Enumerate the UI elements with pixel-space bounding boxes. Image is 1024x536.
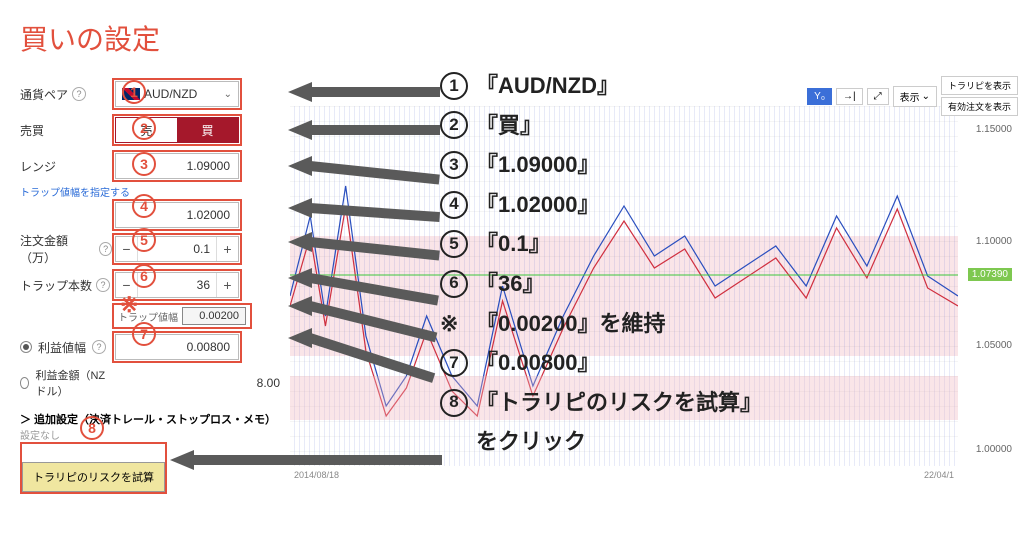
row-pair: 通貨ペア ? AUD/NZD ⌄ xyxy=(20,76,280,112)
label-amount-text: 注文金額（万） xyxy=(20,232,95,266)
buy-button[interactable]: 買 xyxy=(177,118,238,142)
label-profit-amount-text: 利益金額（NZドル） xyxy=(35,367,112,399)
y-tick: 1.00000 xyxy=(976,444,1012,455)
instruction-row: 6 『36』 xyxy=(440,264,762,304)
instruction-row: 1 『AUD/NZD』 xyxy=(440,66,762,106)
instruction-num: 3 xyxy=(440,151,468,179)
label-pair: 通貨ペア ? xyxy=(20,86,112,103)
display-label: 表示 xyxy=(900,89,920,104)
instruction-num: 4 xyxy=(440,191,468,219)
instruction-text: 『36』 xyxy=(476,264,544,304)
current-price-label: 1.07390 xyxy=(968,268,1012,281)
instruction-row: ※『0.00200』を維持 xyxy=(440,304,762,344)
instruction-text: 『1.09000』 xyxy=(476,145,600,185)
toolbar-button[interactable]: Y₀ xyxy=(807,88,832,105)
plus-button[interactable]: + xyxy=(216,273,238,297)
info-icon[interactable]: ? xyxy=(96,278,110,292)
instruction-num: 6 xyxy=(440,270,468,298)
label-pair-text: 通貨ペア xyxy=(20,86,68,103)
instruction-row: 3 『1.09000』 xyxy=(440,145,762,185)
label-profit-amount: 利益金額（NZドル） xyxy=(20,367,112,399)
instruction-asterisk: ※ xyxy=(440,304,468,344)
label-side: 売買 xyxy=(20,122,112,139)
instruction-text: をクリック xyxy=(476,422,586,462)
instruction-row: 7 『0.00800』 xyxy=(440,343,762,383)
label-amount: 注文金額（万） ? xyxy=(20,232,112,266)
y-axis: 1.15000 1.10000 1.05000 1.00000 xyxy=(960,76,1012,476)
row-profit-amount: 利益金額（NZドル） 8.00 xyxy=(20,365,280,401)
annotation-circle-2: 2 xyxy=(132,116,156,140)
instruction-row: をクリック xyxy=(440,422,762,462)
label-traps: トラップ本数 ? xyxy=(20,277,112,294)
annotation-circle-8: 8 xyxy=(80,416,104,440)
add-settings-sub: 設定なし xyxy=(20,427,280,442)
chart-toolbar: Y₀ →| ⤢ 表示⌄ トラリピを表示 有効注文を表示 xyxy=(807,76,1018,116)
chevron-down-icon: ⌄ xyxy=(922,91,930,102)
annotation-circle-3: 3 xyxy=(132,152,156,176)
instruction-text: 『0.1』 xyxy=(476,224,551,264)
instruction-row: 2 『買』 xyxy=(440,106,762,146)
page-title: 買いの設定 xyxy=(20,18,160,58)
y-tick: 1.05000 xyxy=(976,340,1012,351)
annotation-circle-4: 4 xyxy=(132,194,156,218)
instruction-row: 4 『1.02000』 xyxy=(440,185,762,225)
additional-settings[interactable]: ＞ 追加設定（決済トレール・ストップロス・メモ） 設定なし xyxy=(20,411,280,442)
highlight-box: トラリピのリスクを試算 xyxy=(20,442,167,494)
plus-button[interactable]: + xyxy=(216,237,238,261)
info-icon[interactable]: ? xyxy=(99,242,112,256)
toolbar-button[interactable]: →| xyxy=(836,88,863,105)
instruction-text: 『トラリピのリスクを試算』 xyxy=(476,383,762,423)
label-profit-width: 利益値幅 ? xyxy=(20,339,112,356)
instruction-list: 1 『AUD/NZD』 2 『買』 3 『1.09000』 4 『1.02000』 5 『… xyxy=(440,66,762,462)
instruction-num: 2 xyxy=(440,111,468,139)
annotation-asterisk: ※ xyxy=(120,292,138,318)
display-dropdown[interactable]: 表示⌄ xyxy=(893,86,937,107)
instruction-text: 『1.02000』 xyxy=(476,185,600,225)
annotation-circle-5: 5 xyxy=(132,228,156,252)
instruction-num: 7 xyxy=(440,349,468,377)
instruction-text: 『買』 xyxy=(476,106,542,146)
annotation-circle-6: 6 xyxy=(132,264,156,288)
instruction-num: 5 xyxy=(440,230,468,258)
label-range: レンジ xyxy=(20,158,112,175)
y-tick: 1.15000 xyxy=(976,124,1012,135)
info-icon[interactable]: ? xyxy=(72,87,86,101)
label-traps-text: トラップ本数 xyxy=(20,277,92,294)
toolbar-button[interactable]: ⤢ xyxy=(867,88,889,105)
instruction-row: 8 『トラリピのリスクを試算』 xyxy=(440,383,762,423)
add-settings-head: ＞ 追加設定（決済トレール・ストップロス・メモ） xyxy=(20,411,280,427)
trap-width-value: 0.00200 xyxy=(182,307,246,325)
instruction-num: 1 xyxy=(440,72,468,100)
instruction-text: 『0.00200』を維持 xyxy=(476,304,666,344)
annotation-circle-7: 7 xyxy=(132,322,156,346)
option-show-orders[interactable]: 有効注文を表示 xyxy=(941,97,1018,116)
y-tick: 1.10000 xyxy=(976,236,1012,247)
instruction-num: 8 xyxy=(440,389,468,417)
annotation-circle-1: 1 xyxy=(122,80,146,104)
risk-calc-button[interactable]: トラリピのリスクを試算 xyxy=(22,462,165,492)
toolbar-options: トラリピを表示 有効注文を表示 xyxy=(941,76,1018,116)
instruction-row: 5 『0.1』 xyxy=(440,224,762,264)
instruction-text: 『AUD/NZD』 xyxy=(476,66,619,106)
x-tick: 22/04/1 xyxy=(924,470,954,480)
info-icon[interactable]: ? xyxy=(92,340,106,354)
chevron-down-icon: ⌄ xyxy=(224,89,232,100)
x-tick: 2014/08/18 xyxy=(294,470,339,480)
radio-profit-width[interactable] xyxy=(20,341,32,353)
range-mode-link[interactable]: トラップ値幅を指定する xyxy=(20,188,130,199)
instruction-text: 『0.00800』 xyxy=(476,343,600,383)
pair-value: AUD/NZD xyxy=(144,87,197,101)
x-axis: 2014/08/18 22/04/1 xyxy=(290,470,958,480)
profit-amount-value: 8.00 xyxy=(257,376,280,390)
radio-profit-amount[interactable] xyxy=(20,377,29,389)
label-profit-width-text: 利益値幅 xyxy=(38,339,86,356)
option-show-toraripi[interactable]: トラリピを表示 xyxy=(941,76,1018,95)
